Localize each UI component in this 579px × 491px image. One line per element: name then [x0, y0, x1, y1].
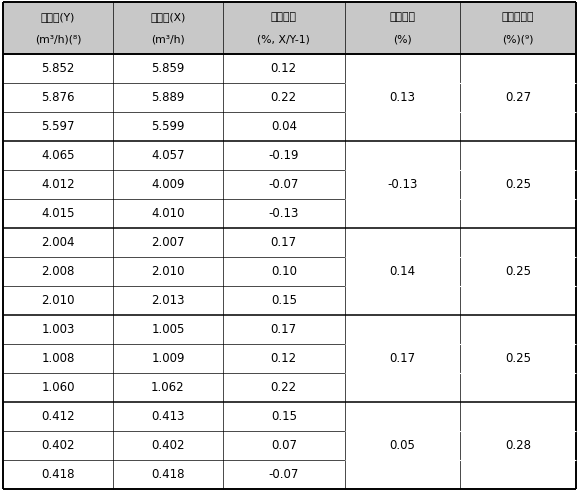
Text: 5.597: 5.597	[41, 120, 75, 133]
Text: 0.12: 0.12	[271, 352, 297, 365]
Text: 0.17: 0.17	[389, 352, 416, 365]
Text: 0.418: 0.418	[41, 467, 75, 481]
Text: 0.17: 0.17	[271, 236, 297, 249]
Text: 0.10: 0.10	[271, 265, 297, 278]
Text: 4.065: 4.065	[41, 149, 75, 162]
Text: 0.412: 0.412	[41, 409, 75, 423]
Text: 0.07: 0.07	[271, 438, 297, 452]
Text: -0.07: -0.07	[269, 467, 299, 481]
Text: 0.402: 0.402	[151, 438, 185, 452]
Text: 0.25: 0.25	[505, 178, 531, 191]
Text: (m³/h): (m³/h)	[151, 34, 185, 44]
Text: 5.859: 5.859	[151, 62, 185, 75]
Text: 5.852: 5.852	[41, 62, 75, 75]
Text: 평균편차: 평균편차	[390, 12, 415, 23]
Text: 0.14: 0.14	[389, 265, 416, 278]
Text: -0.13: -0.13	[269, 207, 299, 220]
Text: 0.05: 0.05	[390, 438, 415, 452]
Text: 2.004: 2.004	[41, 236, 75, 249]
Text: -0.19: -0.19	[269, 149, 299, 162]
Text: 5.889: 5.889	[151, 91, 185, 104]
Text: 2.013: 2.013	[151, 294, 185, 307]
Text: -0.07: -0.07	[269, 178, 299, 191]
Text: 4.010: 4.010	[151, 207, 185, 220]
Text: 0.04: 0.04	[271, 120, 297, 133]
Text: (%, X/Y-1): (%, X/Y-1)	[257, 34, 310, 44]
Text: 0.27: 0.27	[505, 91, 532, 104]
Text: 0.418: 0.418	[151, 467, 185, 481]
Text: 4.012: 4.012	[41, 178, 75, 191]
Text: 0.402: 0.402	[41, 438, 75, 452]
Text: 1.060: 1.060	[41, 381, 75, 394]
Text: 1.008: 1.008	[41, 352, 75, 365]
Text: 0.413: 0.413	[151, 409, 185, 423]
Text: 0.22: 0.22	[271, 381, 297, 394]
Text: 표준값(Y): 표준값(Y)	[41, 12, 75, 23]
Text: 1.062: 1.062	[151, 381, 185, 394]
Text: (m³/h)(⁸): (m³/h)(⁸)	[35, 34, 81, 44]
Text: 4.009: 4.009	[151, 178, 185, 191]
Text: 측정값(X): 측정값(X)	[151, 12, 186, 23]
Text: 0.15: 0.15	[271, 409, 297, 423]
Text: 0.25: 0.25	[505, 265, 531, 278]
Text: -0.13: -0.13	[387, 178, 417, 191]
Text: 1.009: 1.009	[151, 352, 185, 365]
Text: (%)(⁹): (%)(⁹)	[503, 34, 534, 44]
Text: 2.010: 2.010	[151, 265, 185, 278]
Text: 0.13: 0.13	[390, 91, 415, 104]
Text: 1.003: 1.003	[41, 323, 75, 336]
Text: 4.015: 4.015	[41, 207, 75, 220]
Text: 0.17: 0.17	[271, 323, 297, 336]
Text: (%): (%)	[393, 34, 412, 44]
Text: 2.007: 2.007	[151, 236, 185, 249]
Text: 측정편차: 측정편차	[271, 12, 297, 23]
Text: 2.008: 2.008	[41, 265, 75, 278]
Text: 측정불확도: 측정불확도	[502, 12, 534, 23]
Text: 1.005: 1.005	[151, 323, 185, 336]
Text: 0.28: 0.28	[505, 438, 531, 452]
Bar	[3, 2, 576, 54]
Text: 0.25: 0.25	[505, 352, 531, 365]
Text: 4.057: 4.057	[151, 149, 185, 162]
Text: 0.22: 0.22	[271, 91, 297, 104]
Text: 0.15: 0.15	[271, 294, 297, 307]
Text: 5.876: 5.876	[41, 91, 75, 104]
Text: 0.12: 0.12	[271, 62, 297, 75]
Text: 5.599: 5.599	[151, 120, 185, 133]
Text: 2.010: 2.010	[41, 294, 75, 307]
